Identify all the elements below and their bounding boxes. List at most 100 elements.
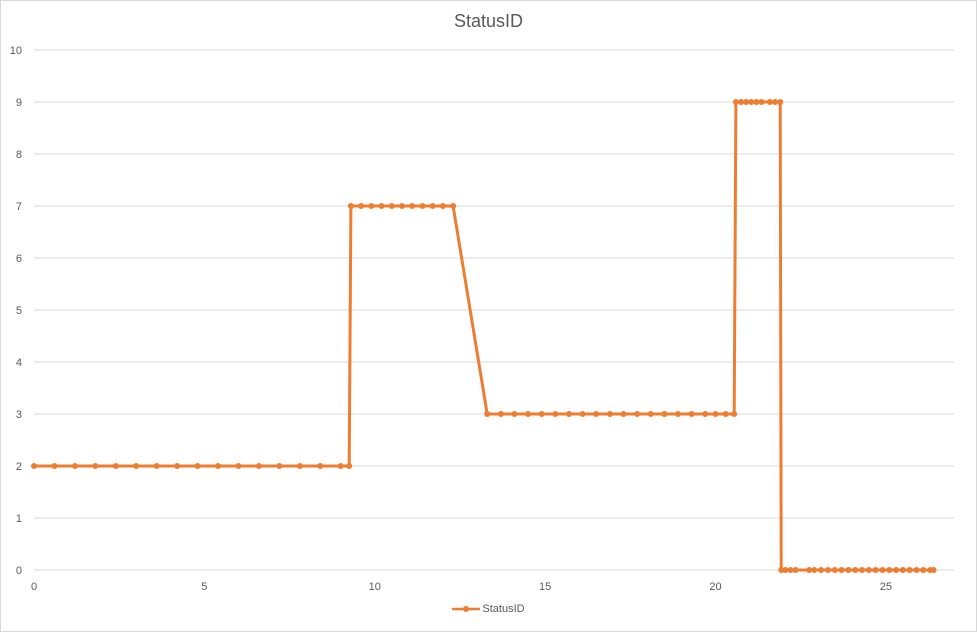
data-point (930, 567, 937, 573)
data-point (71, 463, 78, 469)
data-point (409, 203, 416, 209)
data-point (845, 567, 852, 573)
data-point (886, 567, 893, 573)
data-point (552, 411, 559, 417)
data-point (738, 99, 745, 105)
data-point (859, 567, 865, 573)
data-point (194, 463, 201, 469)
data-point (811, 567, 818, 573)
data-point (296, 463, 303, 469)
data-point (153, 463, 160, 469)
data-point (675, 411, 681, 417)
data-point (748, 99, 755, 105)
y-tick-label: 6 (16, 253, 22, 265)
y-tick-label: 8 (16, 149, 22, 161)
y-tick-label: 7 (16, 201, 22, 213)
y-tick-label: 10 (10, 45, 22, 57)
data-point (133, 463, 140, 469)
data-point (92, 463, 99, 469)
data-point (647, 411, 654, 417)
data-point (346, 463, 353, 469)
data-point (634, 411, 641, 417)
data-point (317, 463, 324, 469)
data-point (772, 99, 779, 105)
data-point (484, 411, 491, 417)
data-point (497, 411, 504, 417)
y-tick-label: 9 (16, 97, 22, 109)
data-point (818, 567, 825, 573)
data-point (538, 411, 545, 417)
data-point (712, 411, 719, 417)
data-point (419, 203, 426, 209)
data-point (511, 411, 518, 417)
x-tick-label: 25 (880, 581, 892, 593)
y-tick-label: 1 (16, 513, 22, 525)
data-point (899, 567, 906, 573)
y-tick-label: 4 (16, 357, 22, 369)
data-point (606, 411, 613, 417)
data-point (777, 99, 784, 105)
series-line-0 (34, 100, 934, 572)
data-point (358, 203, 365, 209)
y-tick-label: 2 (16, 461, 22, 473)
data-point (337, 463, 344, 469)
series-layer (31, 99, 937, 573)
data-point (792, 567, 799, 573)
data-point (743, 99, 750, 105)
y-axis-ticks: 0 1 2 3 4 5 6 7 8 9 10 (10, 45, 22, 577)
data-point (865, 567, 872, 573)
data-point (235, 463, 242, 469)
x-tick-label: 5 (201, 581, 207, 593)
data-point (347, 203, 354, 209)
data-point (824, 567, 831, 573)
x-tick-label: 20 (709, 581, 721, 593)
x-tick-label: 15 (539, 581, 551, 593)
data-point (429, 203, 436, 209)
data-point (579, 411, 586, 417)
data-point (838, 567, 845, 573)
data-point (620, 411, 627, 417)
data-point (565, 411, 572, 417)
data-point (767, 99, 773, 105)
data-point (276, 463, 283, 469)
data-point (215, 463, 221, 469)
data-point (51, 463, 58, 469)
data-point (525, 411, 532, 417)
chart-title: StatusID (453, 11, 524, 31)
data-point (732, 99, 739, 105)
x-tick-label: 0 (31, 581, 37, 593)
data-point (787, 567, 794, 573)
data-point (255, 463, 262, 469)
legend-marker-icon (452, 606, 481, 612)
data-point (920, 567, 927, 573)
data-point (806, 567, 813, 573)
data-point (913, 567, 920, 573)
data-point (722, 411, 729, 417)
data-point (731, 411, 738, 417)
gridlines (34, 49, 954, 571)
data-point (439, 203, 446, 209)
data-point (399, 203, 405, 209)
legend-label: StatusID (482, 603, 525, 615)
data-point (753, 99, 760, 105)
data-point (831, 567, 838, 573)
y-tick-label: 5 (16, 305, 22, 317)
data-point (368, 203, 375, 209)
data-point (378, 203, 385, 209)
data-point (702, 411, 709, 417)
legend: StatusID (1, 603, 976, 615)
data-point (906, 567, 913, 573)
data-point (893, 567, 900, 573)
data-point (872, 567, 879, 573)
x-tick-label: 10 (369, 581, 381, 593)
data-point (758, 99, 765, 105)
data-point (450, 203, 457, 209)
data-point (782, 567, 789, 573)
data-point (661, 411, 668, 417)
data-point (174, 463, 181, 469)
data-point (388, 203, 395, 209)
y-tick-label: 0 (16, 565, 22, 577)
data-point (31, 463, 37, 469)
